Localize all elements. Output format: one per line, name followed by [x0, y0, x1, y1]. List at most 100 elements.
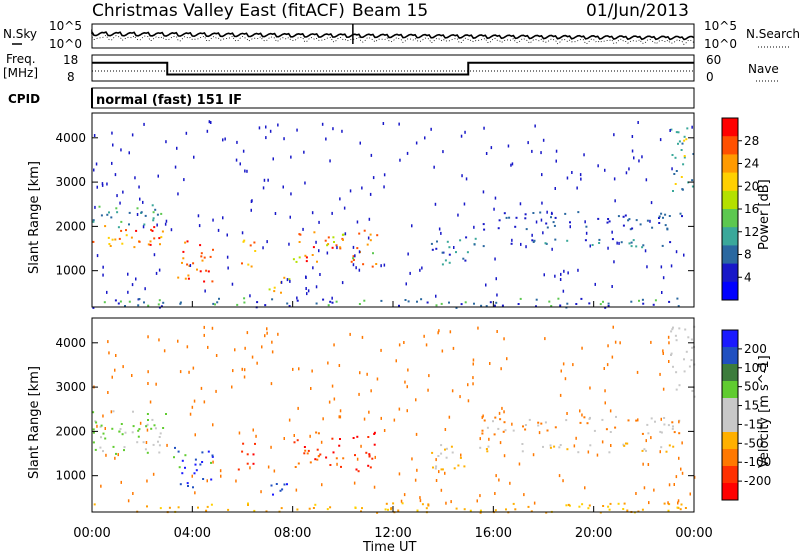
range-cell [463, 508, 466, 511]
range-cell [658, 215, 661, 218]
range-cell [92, 240, 95, 243]
range-cell [512, 429, 515, 432]
colorbar-swatch [722, 381, 738, 399]
range-cell-scatter [646, 265, 648, 269]
range-cell [624, 214, 627, 217]
range-cell [92, 220, 95, 223]
range-cell-scatter [290, 192, 292, 196]
range-cell-scatter [322, 417, 324, 421]
range-cell [459, 456, 462, 459]
x-axis-label: Time UT [362, 540, 416, 554]
range-cell [304, 449, 307, 452]
range-cell-scatter [193, 399, 196, 403]
range-cell [617, 215, 620, 218]
range-cell [128, 211, 131, 214]
colorbar-tick-label: 4 [744, 270, 752, 284]
range-cell-scatter [325, 137, 327, 141]
range-cell-scatter [114, 456, 116, 460]
range-cell-scatter [660, 265, 663, 269]
range-cell [462, 257, 465, 260]
range-cell-scatter [158, 268, 161, 272]
range-cell-scatter [177, 192, 179, 196]
range-cell [197, 506, 199, 509]
range-cell [340, 465, 342, 468]
range-cell [158, 444, 161, 447]
range-cell-scatter [132, 492, 134, 495]
range-cell-scatter [119, 201, 121, 205]
range-cell-scatter [200, 386, 203, 390]
range-cell [339, 246, 342, 249]
range-cell [535, 298, 538, 301]
range-cell-scatter [457, 213, 459, 217]
range-cell [566, 448, 569, 451]
range-cell [504, 429, 507, 432]
range-cell [369, 466, 372, 469]
range-cell-scatter [147, 382, 149, 385]
range-cell-scatter [438, 470, 440, 474]
range-cell [392, 502, 395, 505]
range-cell [404, 299, 407, 301]
range-cell [683, 156, 686, 159]
range-cell [588, 504, 591, 507]
range-cell-scatter [572, 363, 574, 367]
range-cell [666, 227, 669, 230]
range-cell [192, 262, 195, 265]
range-cell [158, 237, 161, 240]
range-cell-scatter [465, 177, 468, 181]
range-cell [120, 423, 123, 425]
range-cell [677, 305, 680, 308]
range-cell-scatter [631, 135, 634, 138]
range-cell [179, 483, 182, 486]
range-cell [441, 251, 444, 254]
range-cell [659, 430, 662, 433]
range-cell [138, 428, 141, 431]
range-cell-scatter [370, 153, 373, 157]
range-cell-scatter [544, 337, 546, 341]
range-cell [626, 442, 629, 445]
range-cell-scatter [589, 244, 591, 248]
range-cell [368, 454, 371, 457]
range-cell [608, 508, 611, 511]
range-cell [187, 485, 189, 487]
range-cell-scatter [609, 409, 612, 413]
range-cell [331, 246, 334, 249]
range-cell [673, 431, 676, 434]
range-cell-scatter [239, 162, 241, 166]
range-cell [390, 507, 393, 510]
range-cell-scatter [383, 429, 386, 432]
range-cell-scatter [207, 345, 209, 349]
range-cell-scatter [660, 417, 662, 421]
range-cell-scatter [115, 354, 117, 357]
range-cell-scatter [111, 131, 113, 135]
range-cell-scatter [96, 254, 99, 258]
range-cell [446, 240, 449, 243]
range-cell-scatter [584, 220, 586, 224]
range-cell [92, 428, 95, 431]
range-cell [451, 451, 454, 454]
range-cell [314, 503, 317, 506]
range-cell-scatter [114, 173, 117, 177]
range-cell-scatter [296, 296, 298, 300]
range-cell [111, 427, 114, 430]
range-cell [515, 216, 518, 219]
range-cell-scatter [145, 441, 148, 444]
range-cell-scatter [647, 463, 650, 466]
range-cell-scatter [467, 399, 470, 403]
range-cell-scatter [587, 450, 590, 454]
range-cell-scatter [479, 494, 481, 498]
range-cell [557, 297, 560, 300]
range-cell [272, 493, 274, 496]
range-cell-scatter [231, 282, 234, 286]
range-cell [677, 131, 680, 134]
range-cell [144, 214, 147, 217]
range-cell [505, 216, 508, 219]
range-cell [626, 509, 629, 512]
range-cell [202, 478, 205, 480]
range-cell-scatter [356, 457, 359, 461]
range-cell [313, 231, 316, 234]
range-cell [660, 431, 663, 434]
range-cell [440, 302, 443, 305]
range-cell [111, 238, 114, 241]
range-cell-scatter [128, 151, 130, 155]
range-cell [203, 256, 206, 259]
